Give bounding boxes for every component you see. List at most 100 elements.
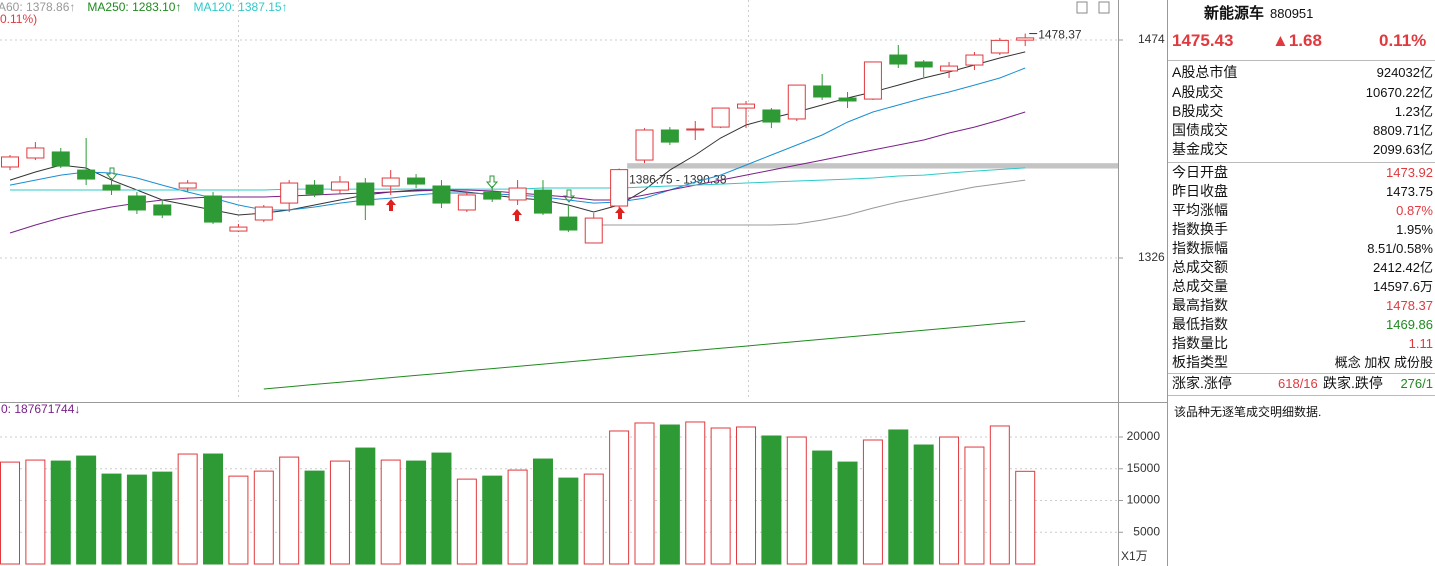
quote-panel: 新能源车 880951 1475.43 ▲1.68 0.11% A股总市值 9240… <box>1168 0 1435 566</box>
candle-body <box>711 107 730 128</box>
last-price: 1475.43 <box>1172 31 1234 50</box>
quote-value: 8.51/0.58% <box>1367 241 1433 256</box>
candle-body <box>26 147 45 159</box>
candle-body <box>914 61 933 68</box>
quote-value: 1.95% <box>1396 222 1433 237</box>
candle-body <box>51 151 70 167</box>
volume-bar <box>101 473 122 565</box>
separator <box>1168 395 1435 396</box>
candle-body <box>863 61 882 100</box>
quote-value: 1469.86 <box>1386 317 1433 332</box>
volume-bar <box>812 450 833 565</box>
volume-bar <box>456 478 477 565</box>
volume-bar <box>380 459 401 565</box>
candle-body <box>584 217 603 244</box>
candle-body <box>254 206 273 221</box>
volume-bar <box>304 470 325 565</box>
separator <box>1168 373 1435 374</box>
candle-body <box>356 182 375 206</box>
buy-arrow <box>386 199 396 211</box>
quote-label: A股总市值 <box>1172 64 1238 80</box>
candle-body <box>77 169 96 180</box>
quote-label: 指数换手 <box>1172 221 1228 237</box>
volume-bar <box>482 475 503 565</box>
quote-row: 指数换手 1.95% <box>1172 220 1433 239</box>
quote-label: B股成交 <box>1172 103 1224 119</box>
volume-bar <box>685 421 706 565</box>
quote-label: 指数振幅 <box>1172 240 1228 256</box>
candle-body <box>178 182 197 189</box>
volume-bar <box>228 475 249 565</box>
ma-line <box>263 320 1026 390</box>
candle-body <box>305 184 324 195</box>
volume-bar <box>329 460 350 565</box>
candle-body <box>407 177 426 185</box>
quote-row: 基金成交 2099.63亿 <box>1172 140 1433 159</box>
volume-bar <box>50 460 71 565</box>
legend-note: 0.11%) <box>0 12 37 26</box>
volume-bar <box>177 453 198 565</box>
breadth-row: 涨家.涨停 618/16 跌家.跌停 276/1 <box>1172 374 1433 393</box>
volume-bar <box>507 469 528 565</box>
y-tick-label: 5000 <box>1133 524 1160 538</box>
sell-arrow <box>485 175 499 189</box>
quote-row: 指数量比 1.11 <box>1172 334 1433 353</box>
candle-body <box>813 85 832 98</box>
quote-label: 总成交量 <box>1172 278 1228 294</box>
candle-body <box>483 191 502 200</box>
volume-bar <box>1015 470 1036 565</box>
price-change: ▲1.68 <box>1272 31 1322 50</box>
candle-body <box>610 169 629 207</box>
candle-body <box>559 216 578 231</box>
candle-body <box>889 54 908 65</box>
quote-label: 昨日收盘 <box>1172 183 1228 199</box>
breadth-value: 276/1 <box>1400 376 1433 391</box>
volume-bar <box>583 473 604 565</box>
candle-body <box>1 156 19 168</box>
candle-body <box>229 226 248 232</box>
quote-label: 总成交额 <box>1172 259 1228 275</box>
candle-body <box>153 204 172 216</box>
candle-body <box>280 182 299 204</box>
candle-body <box>102 184 121 191</box>
volume-bar <box>888 429 909 565</box>
candle-body <box>990 39 1009 54</box>
quote-label: 最高指数 <box>1172 297 1228 313</box>
y-tick-label: 1326 <box>1138 250 1165 264</box>
index-name: 新能源车 880951 <box>1204 2 1313 23</box>
volume-bar <box>431 452 452 565</box>
candle-body <box>432 185 451 204</box>
quote-row: 总成交量 14597.6万 <box>1172 277 1433 296</box>
candle-body <box>457 194 476 211</box>
volume-bar <box>532 458 553 565</box>
quote-value: 924032亿 <box>1376 65 1433 80</box>
legend-entry: MA250: 1283.10↑ <box>87 0 181 14</box>
quote-row: 昨日收盘 1473.75 <box>1172 182 1433 201</box>
volume-bar <box>913 444 934 565</box>
volume-bar <box>862 439 883 565</box>
index-code: 880951 <box>1270 6 1314 21</box>
candle-body <box>762 109 781 123</box>
quote-label: A股成交 <box>1172 84 1224 100</box>
candle-body <box>660 129 679 143</box>
candle-body <box>838 97 857 102</box>
y-tick-label: 1474 <box>1138 32 1165 46</box>
window-icon[interactable] <box>1098 1 1110 14</box>
quote-label: 指数量比 <box>1172 335 1228 351</box>
buy-arrow <box>512 209 522 221</box>
candle-body <box>965 54 984 66</box>
volume-header: 0: 187671744↓ <box>1 402 80 416</box>
quote-row: 板指类型 概念 加权 成份股 <box>1172 353 1433 372</box>
quote-value: 1.23亿 <box>1394 104 1433 119</box>
quote-row: B股成交 1.23亿 <box>1172 102 1433 121</box>
ma-line <box>593 179 1026 226</box>
breadth-label: 涨家.涨停 <box>1172 375 1232 391</box>
window-icon[interactable] <box>1076 1 1088 14</box>
candle-body <box>508 187 527 201</box>
legend-entry: A60: 1378.86↑ <box>0 0 75 14</box>
quote-row: 总成交额 2412.42亿 <box>1172 258 1433 277</box>
quote-value: 1473.75 <box>1386 184 1433 199</box>
candle-body <box>940 65 959 72</box>
legend-entry: MA120: 1387.15↑ <box>193 0 287 14</box>
quote-value: 1478.37 <box>1386 298 1433 313</box>
